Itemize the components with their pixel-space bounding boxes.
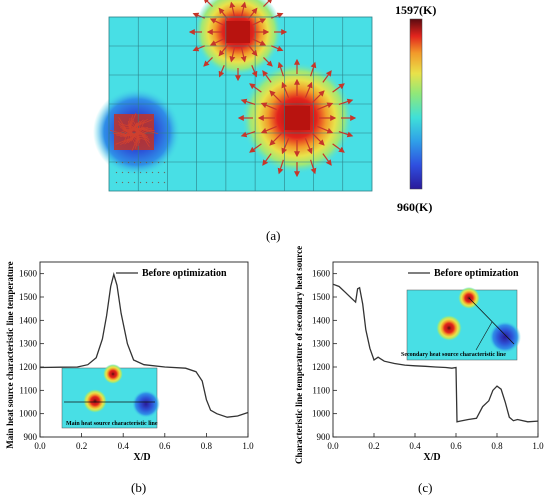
chart-c: Characteristic line temperature of secon… [294,246,544,464]
inset-c-cold-blob [489,321,521,353]
x-tick-label: 0.8 [201,441,213,451]
y-tick-label: 1300 [19,339,38,349]
x-tick-label: 0.4 [118,441,130,451]
y-tick-label: 1100 [19,385,37,395]
y-tick-label: 1300 [312,339,331,349]
x-tick-label: 0.2 [76,441,87,451]
chart-b-inset: Main heat source characteristic line [62,364,160,428]
chart-b-xlabel: X/D [133,452,150,463]
inset-b-label: Main heat source characteristic line [66,421,158,427]
x-tick-label: 1.0 [242,441,254,451]
colorbar [410,19,422,189]
y-tick-label: 1000 [312,409,331,419]
y-tick-label: 1400 [312,315,331,325]
panel-a-label: (a) [266,228,280,243]
chart-c-xlabel: X/D [423,452,440,463]
x-tick-label: 0.2 [368,441,379,451]
secondary-heat-source-core [226,21,250,43]
chart-b-ylabel: Main heat source characteristic line tem… [5,261,15,448]
inset-b-main-blob [83,389,107,413]
legend-entry: Before optimization [142,268,227,279]
y-tick-label: 1500 [312,292,331,302]
x-tick-label: 0.0 [327,441,339,451]
y-tick-label: 1100 [312,385,330,395]
inset-c-label: Secondary heat source characteristic lin… [401,352,506,358]
panel-b-label: (b) [131,480,146,495]
chart-c-ylabel: Characteristic line temperature of secon… [294,246,304,464]
chart-c-inset: Secondary heat source characteristic lin… [401,287,521,360]
panel-c-label: (c) [418,480,432,495]
y-tick-label: 1500 [19,292,38,302]
x-tick-label: 0.6 [159,441,171,451]
y-tick-label: 900 [24,432,38,442]
inset-b-secondary-blob [103,364,123,384]
x-tick-label: 0.4 [409,441,421,451]
y-tick-label: 1600 [312,269,331,279]
x-tick-label: 0.6 [450,441,462,451]
y-tick-label: 900 [317,432,331,442]
y-tick-label: 1600 [19,269,38,279]
inset-b-cold-blob [132,390,160,418]
legend-entry: Before optimization [434,268,519,279]
y-tick-label: 1200 [19,362,38,372]
x-tick-label: 1.0 [532,441,544,451]
main-heat-source-core [284,106,310,130]
colorbar-max-label: 1597(K) [395,3,436,17]
y-tick-label: 1400 [19,315,38,325]
colorbar-min-label: 960(K) [397,200,432,214]
panel-a: 1597(K) 960(K) [93,0,436,214]
y-tick-label: 1200 [312,362,331,372]
chart-b: Main heat source characteristic line tem… [5,261,254,463]
x-tick-label: 0.8 [491,441,503,451]
x-tick-label: 0.0 [34,441,46,451]
inset-c-main-blob [436,315,462,341]
y-tick-label: 1000 [19,409,38,419]
